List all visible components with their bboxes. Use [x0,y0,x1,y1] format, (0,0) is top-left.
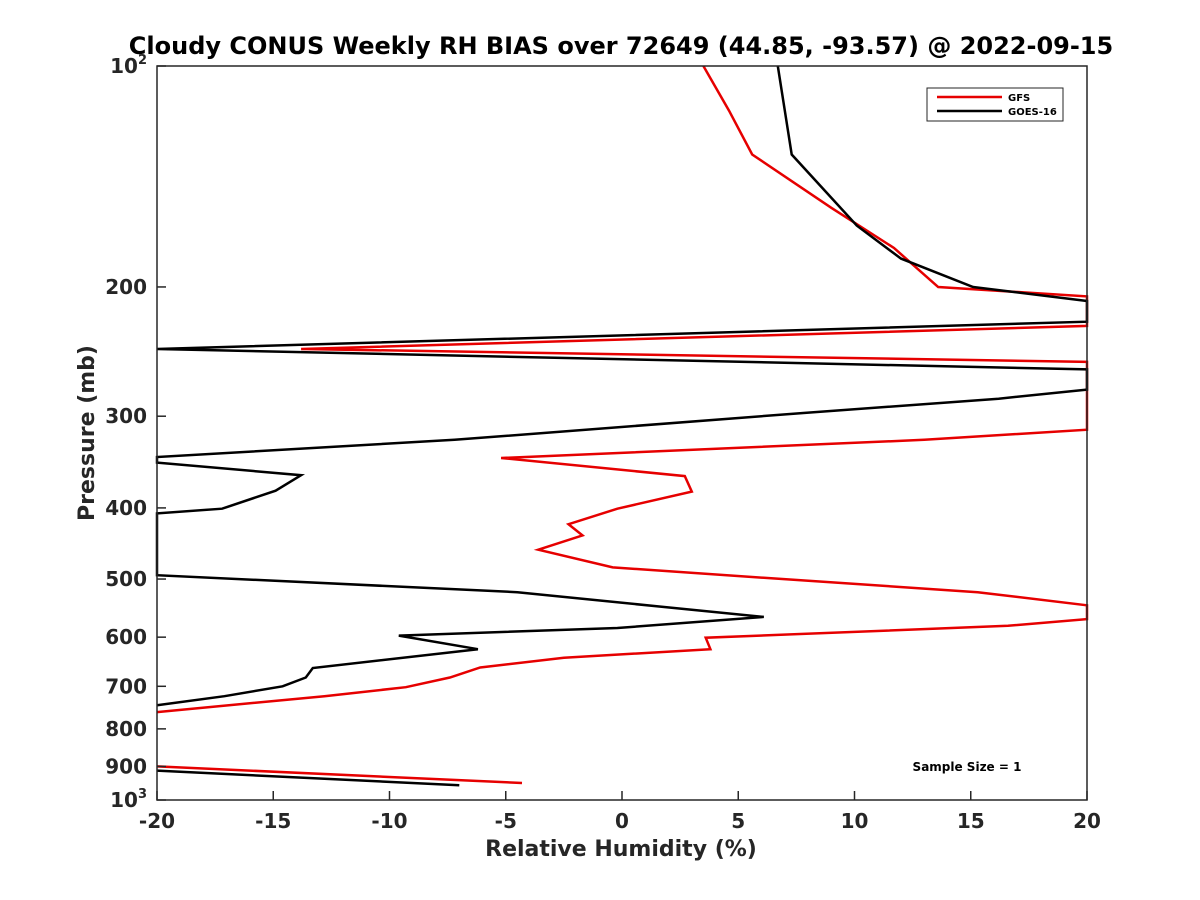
legend-label-goes: GOES-16 [1008,107,1057,118]
x-tick-label: 0 [615,809,629,833]
x-axis-label: Relative Humidity (%) [485,837,757,862]
x-tick-label: 10 [841,809,869,833]
series-line-goes-16 [155,65,1089,707]
y-tick-label: 400 [105,496,147,520]
x-tick-label: -20 [139,809,175,833]
y-axis: 102 200 300 400 500 600 700 800 900 103 [105,53,166,812]
y-axis-label: Pressure (mb) [75,345,100,521]
x-tick-label: -5 [495,809,517,833]
series-segment-gfs-0 [156,765,523,785]
x-tick-label: 5 [731,809,745,833]
plot-area [155,65,1089,787]
legend-box [926,87,1064,122]
y-tick-label: 103 [110,787,147,812]
sample-size-annotation: Sample Size = 1 [913,760,1022,774]
y-tick-label: 700 [105,674,147,698]
y-tick-label: 102 [110,53,147,78]
plot-frame [156,65,1088,801]
x-axis: -20 -15 -10 -5 0 5 10 15 20 [139,791,1101,833]
legend-label-gfs: GFS [1008,93,1030,104]
x-tick-label: -10 [371,809,407,833]
y-tick-label: 900 [105,754,147,778]
x-tick-label: -15 [255,809,291,833]
y-tick-label: 300 [105,404,147,428]
x-tick-label: 20 [1073,809,1101,833]
legend: GFS GOES-16 [926,87,1064,122]
chart-title: Cloudy CONUS Weekly RH BIAS over 72649 (… [129,32,1113,60]
y-tick-label: 600 [105,625,147,649]
series-line-gfs [156,65,1089,714]
series-segment-goes-16-0 [156,769,460,787]
y-tick-label: 200 [105,275,147,299]
y-tick-label: 500 [105,567,147,591]
x-tick-label: 15 [957,809,985,833]
y-tick-label: 800 [105,717,147,741]
